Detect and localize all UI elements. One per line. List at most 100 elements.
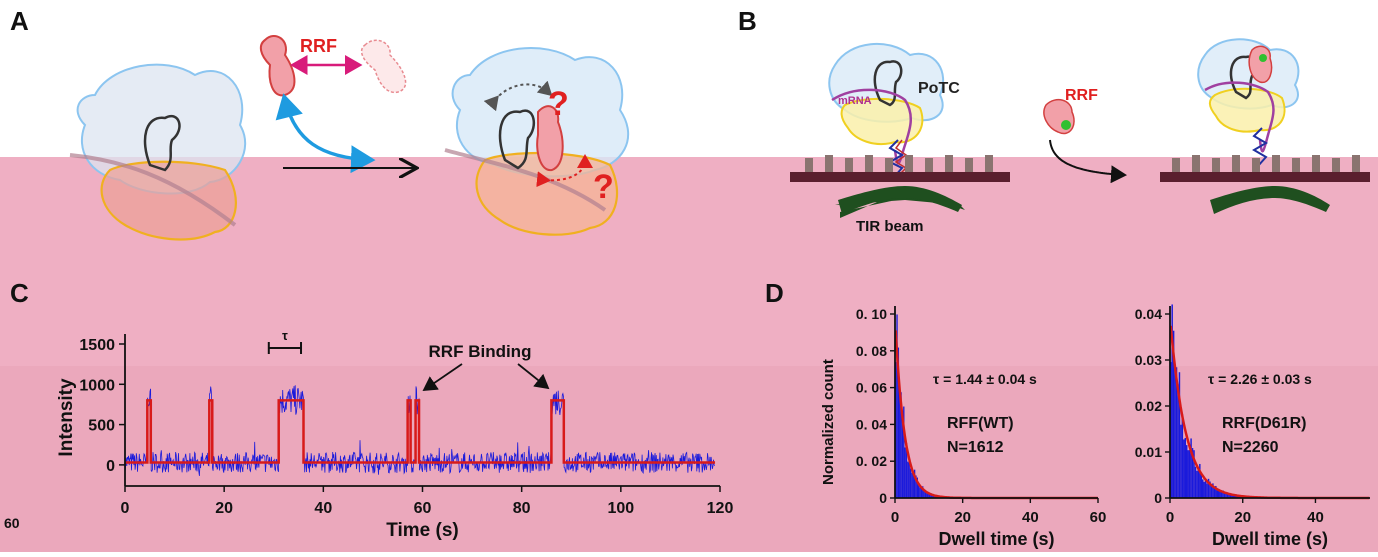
hist-bar (924, 492, 927, 498)
hist-bar (1204, 480, 1207, 498)
n-label: N=1612 (947, 439, 1004, 456)
hist-bar (1184, 437, 1186, 498)
hist-bar (916, 477, 919, 498)
hist-bar (1183, 439, 1185, 498)
y-tick-label: 500 (88, 418, 115, 435)
hist-bar (927, 493, 929, 498)
x-tick-label: 0 (1166, 509, 1174, 526)
question-mark-upper: ? (548, 85, 569, 123)
d-ylabel: Normalized count (820, 359, 837, 485)
n-label: N=2260 (1222, 439, 1279, 456)
tau-label: τ (282, 328, 288, 343)
hist-bar (1181, 414, 1184, 498)
hist-bar (1229, 493, 1232, 498)
rrf-ghost (360, 39, 407, 94)
y-tick-label: 0. 08 (856, 343, 887, 359)
mrna-strand-b (444, 148, 607, 212)
y-tick-label: 0.04 (1135, 306, 1162, 322)
x-tick-label: 120 (707, 500, 734, 517)
hist-bar (919, 487, 921, 498)
y-tick-label: 0.03 (1135, 352, 1162, 368)
hist-bar (1194, 466, 1197, 498)
hist-bar (1186, 445, 1188, 498)
x-tick-label: 60 (414, 500, 432, 517)
hist-bar (1187, 450, 1189, 498)
y-tick-label: 1000 (79, 377, 115, 394)
x-tick-label: 20 (215, 500, 233, 517)
x-tick-label: 80 (513, 500, 531, 517)
y-tick-label: 1500 (79, 337, 115, 354)
hist-bar (918, 485, 920, 498)
fluorophore-star (1061, 120, 1071, 130)
panel-a: A RRF ? ? (10, 6, 630, 241)
mrna-label: mRNA (838, 95, 872, 107)
hist-bar (1190, 438, 1192, 498)
x-axis-label: Dwell time (s) (1212, 529, 1328, 549)
hist-bar (1191, 448, 1194, 498)
dwell-hist-left: 0 0. 02 0. 04 0. 06 0. 08 0. 10 0 20 40 60 Dwell t… (856, 306, 1106, 549)
fluorophore-star-bound (1259, 54, 1267, 62)
tir-label: TIR beam (856, 218, 924, 235)
hist-bar (903, 406, 905, 498)
x-axis-label: Dwell time (s) (938, 529, 1054, 549)
x-tick-label: 20 (1234, 509, 1251, 526)
x-tick-label: 40 (1307, 509, 1324, 526)
hist-bar (1172, 330, 1175, 498)
streptavidin-row-right (1172, 155, 1360, 172)
hist-bar (915, 475, 917, 498)
series-label: RFF(WT) (947, 415, 1014, 432)
blue-curved-arrow (275, 93, 376, 174)
hist-bar (1215, 485, 1217, 498)
hist-bar (1203, 481, 1205, 498)
tau-text: τ = 1.44 ± 0.04 s (933, 371, 1037, 387)
hist-bar (1219, 490, 1221, 498)
panel-c: C 0 500 1000 1500 0 20 40 60 80 100 120 Time (s) Int… (4, 278, 733, 541)
hist-bar (1218, 490, 1220, 498)
slide-surface-left (790, 172, 1010, 182)
rrf-binding-annotation: RRF Binding (429, 342, 532, 361)
intensity-trace-chart: 0 500 1000 1500 0 20 40 60 80 100 120 Time (s) Inten… (56, 328, 733, 541)
streptavidin-row-left (805, 155, 993, 172)
y-tick-label: 0 (106, 458, 115, 475)
hist-bar (1212, 483, 1214, 498)
hist-bar (1228, 493, 1230, 498)
slide-surface-right (1160, 172, 1370, 182)
hist-bar (1200, 473, 1202, 498)
fit-line (125, 399, 716, 464)
y-tick-label: 0 (1154, 490, 1162, 506)
x-tick-label: 0 (891, 509, 899, 526)
y-tick-label: 0. 02 (856, 453, 887, 469)
hist-bar (1226, 493, 1229, 498)
hist-bar (897, 347, 900, 498)
y-tick-label: 0. 04 (856, 416, 887, 432)
hist-bar (1202, 479, 1204, 498)
hist-bar (1177, 384, 1179, 498)
trna (143, 114, 181, 172)
hist-bar (905, 443, 908, 498)
panel-letter-a: A (10, 6, 29, 36)
potc-trna (873, 60, 903, 107)
dna-tether-bound (1252, 127, 1268, 167)
dna-tether-2 (894, 139, 908, 177)
panel-letter-d: D (765, 278, 784, 308)
panel-b: B mRNA PoTC TIR beam RRF (738, 6, 1370, 235)
hist-bar (1197, 468, 1200, 498)
tir-beam-body (838, 186, 962, 214)
hist-bar (926, 493, 928, 498)
hist-bar (1213, 488, 1216, 498)
dna-tether (887, 139, 904, 177)
x-tick-label: 60 (1090, 509, 1107, 526)
tau-text: τ = 2.26 ± 0.03 s (1208, 371, 1312, 387)
hist-bar (912, 473, 914, 498)
hist-bar (904, 447, 906, 498)
hist-bar (1216, 490, 1218, 498)
hist-bar (923, 489, 925, 498)
hist-bar (1209, 481, 1211, 498)
x-tick-label: 40 (1022, 509, 1039, 526)
annotation-arrow-right (517, 363, 550, 390)
hist-bar (900, 392, 902, 498)
y-tick-label: 0. 10 (856, 306, 887, 322)
hist-bar (1223, 492, 1226, 498)
x-axis-label: Time (s) (386, 520, 459, 541)
